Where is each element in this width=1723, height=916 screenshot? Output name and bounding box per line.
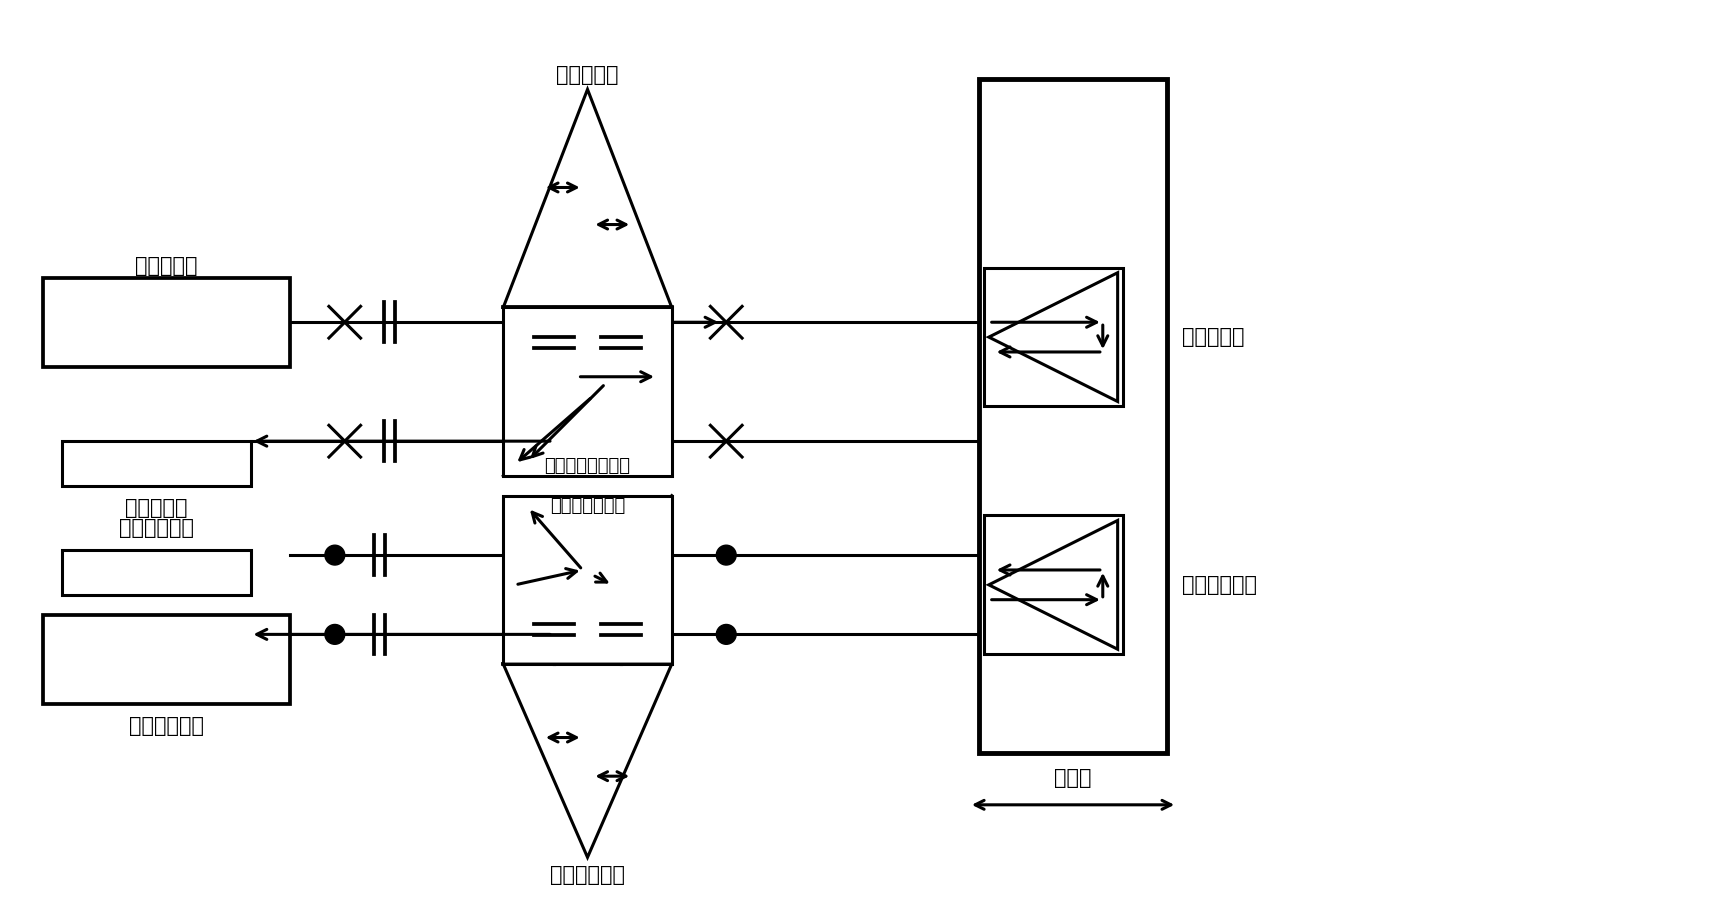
Text: 被校准测量镜: 被校准测量镜 xyxy=(1182,575,1258,594)
Circle shape xyxy=(326,625,345,644)
Circle shape xyxy=(326,545,345,565)
Bar xyxy=(503,308,672,475)
Bar xyxy=(503,496,672,664)
Text: 标准测量镜: 标准测量镜 xyxy=(1182,327,1244,347)
Text: 被校准激光器: 被校准激光器 xyxy=(129,715,203,736)
Text: 被校准接收器: 被校准接收器 xyxy=(119,518,195,539)
Text: 标准激光器: 标准激光器 xyxy=(134,256,198,276)
Bar xyxy=(43,615,289,703)
Text: 被校准参考镜: 被校准参考镜 xyxy=(550,866,625,885)
Text: 标准偏振分光镜: 标准偏振分光镜 xyxy=(550,496,625,515)
Bar xyxy=(43,278,289,366)
Text: 被校准偏振分光镜: 被校准偏振分光镜 xyxy=(544,457,631,474)
Bar xyxy=(979,80,1166,753)
Bar xyxy=(984,516,1123,654)
Text: 标准接收器: 标准接收器 xyxy=(126,497,188,518)
Text: 运动台: 运动台 xyxy=(1054,768,1092,788)
Circle shape xyxy=(717,625,736,644)
Text: 标准参考镜: 标准参考镜 xyxy=(557,64,619,84)
Circle shape xyxy=(717,545,736,565)
Bar xyxy=(62,442,250,485)
Bar xyxy=(984,267,1123,407)
Bar xyxy=(62,551,250,594)
